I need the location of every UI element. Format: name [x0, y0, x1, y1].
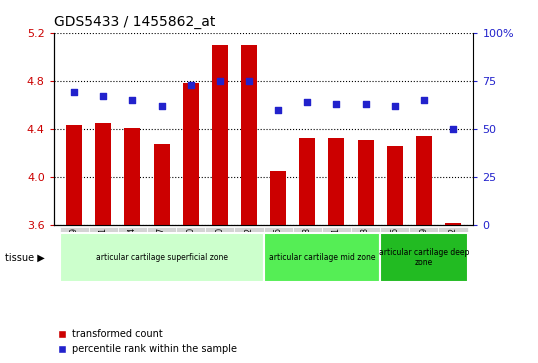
Text: GSM1256941: GSM1256941 — [332, 227, 341, 278]
Text: GSM1256937: GSM1256937 — [157, 227, 166, 278]
Text: GDS5433 / 1455862_at: GDS5433 / 1455862_at — [54, 15, 215, 29]
Bar — [409, 227, 438, 232]
Bar — [329, 138, 344, 225]
Text: GSM1256938: GSM1256938 — [303, 227, 312, 278]
Bar — [235, 227, 264, 232]
Bar — [95, 123, 111, 225]
Point — [274, 107, 282, 113]
Bar — [206, 227, 235, 232]
Text: tissue ▶: tissue ▶ — [5, 253, 45, 263]
Bar — [293, 227, 322, 232]
Bar — [380, 227, 409, 232]
Text: GSM1256933: GSM1256933 — [361, 227, 370, 278]
Text: articular cartilage superficial zone: articular cartilage superficial zone — [96, 253, 228, 262]
Bar — [387, 146, 403, 225]
Bar — [124, 128, 140, 225]
Point — [99, 93, 108, 99]
Bar — [60, 227, 89, 232]
Text: articular cartilage mid zone: articular cartilage mid zone — [268, 253, 375, 262]
Bar — [118, 227, 147, 232]
Point — [157, 103, 166, 109]
Bar — [270, 171, 286, 225]
Point — [391, 103, 399, 109]
Bar — [299, 138, 315, 225]
Point — [332, 101, 341, 107]
Point — [362, 101, 370, 107]
Bar — [212, 45, 228, 225]
Bar — [176, 227, 206, 232]
Bar — [147, 227, 176, 232]
Point — [245, 78, 253, 83]
Legend: transformed count, percentile rank within the sample: transformed count, percentile rank withi… — [53, 326, 240, 358]
Point — [216, 78, 224, 83]
Text: articular cartilage deep
zone: articular cartilage deep zone — [379, 248, 469, 268]
Bar — [358, 140, 373, 225]
Point — [449, 126, 457, 132]
Bar — [322, 227, 351, 232]
Text: GSM1256935: GSM1256935 — [274, 227, 282, 278]
Bar — [264, 233, 380, 282]
Text: GSM1256939: GSM1256939 — [420, 227, 428, 278]
Point — [187, 82, 195, 87]
Text: GSM1256940: GSM1256940 — [186, 227, 195, 278]
Bar — [380, 233, 468, 282]
Text: GSM1256932: GSM1256932 — [245, 227, 253, 278]
Bar — [89, 227, 118, 232]
Bar — [351, 227, 380, 232]
Text: GSM1256942: GSM1256942 — [449, 227, 457, 278]
Text: GSM1256936: GSM1256936 — [390, 227, 399, 278]
Bar — [241, 45, 257, 225]
Point — [128, 97, 137, 103]
Point — [303, 99, 312, 105]
Text: GSM1256931: GSM1256931 — [99, 227, 108, 278]
Text: GSM1256929: GSM1256929 — [70, 227, 79, 278]
Bar — [183, 83, 199, 225]
Bar — [438, 227, 468, 232]
Text: GSM1256930: GSM1256930 — [215, 227, 224, 278]
Bar — [264, 227, 293, 232]
Bar — [445, 223, 461, 225]
Bar — [66, 125, 82, 225]
Text: GSM1256934: GSM1256934 — [128, 227, 137, 278]
Bar — [416, 136, 432, 225]
Bar — [60, 233, 264, 282]
Bar — [154, 144, 169, 225]
Point — [420, 97, 428, 103]
Point — [70, 89, 79, 95]
